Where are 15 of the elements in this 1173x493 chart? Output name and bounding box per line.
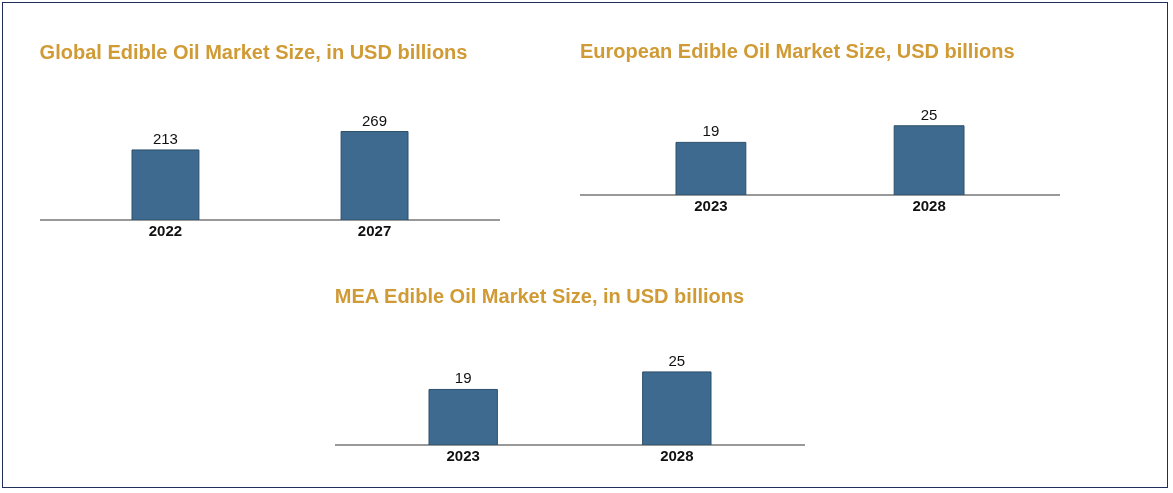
x-tick-label: 2027 [357, 222, 392, 239]
x-tick-label: 2028 [912, 197, 946, 214]
data-label: 269 [362, 111, 388, 129]
chart-title: European Edible Oil Market Size, USD billions [580, 39, 1015, 62]
x-tick-label: 2023 [694, 197, 728, 214]
x-tick-label: 2028 [660, 447, 694, 464]
x-tick-label: 2022 [148, 222, 183, 239]
data-label: 19 [454, 369, 472, 387]
chart-title: MEA Edible Oil Market Size, in USD billions [334, 285, 745, 307]
data-label: 25 [920, 105, 938, 123]
data-label: 19 [702, 122, 720, 140]
data-label: 25 [668, 351, 686, 369]
data-label: 213 [152, 129, 178, 147]
chart-title: Global Edible Oil Market Size, in USD billions [39, 41, 468, 64]
x-tick-label: 2023 [446, 447, 480, 464]
